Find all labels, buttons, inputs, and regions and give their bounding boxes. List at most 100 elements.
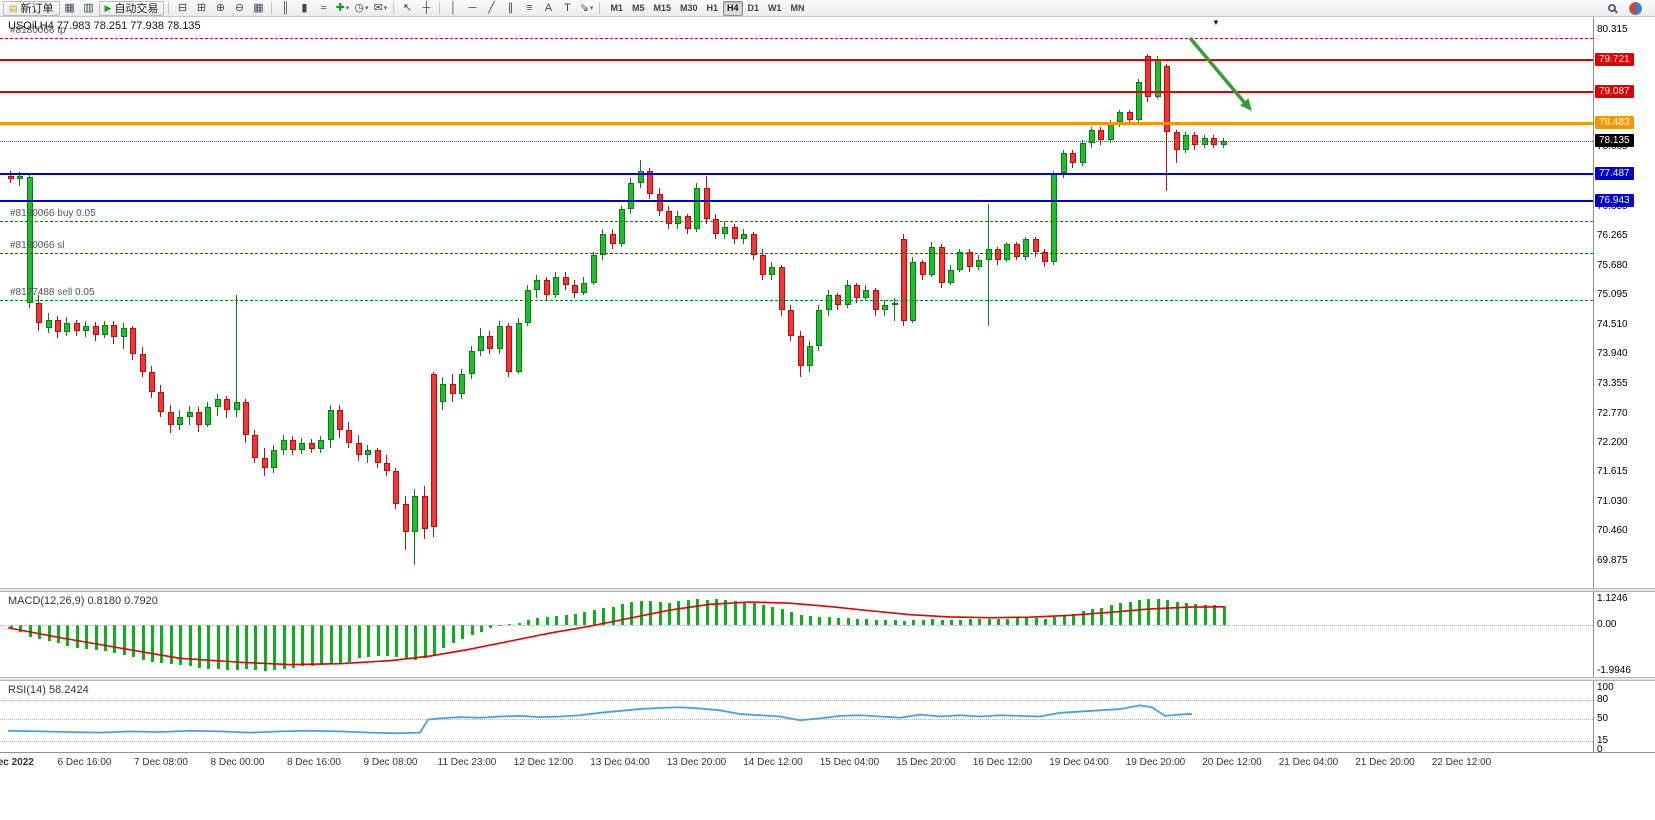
candle xyxy=(863,290,869,298)
timeframe-button-mn[interactable]: MN xyxy=(790,3,805,13)
order-level-line[interactable] xyxy=(0,38,1593,40)
macd-histogram-bar xyxy=(348,625,351,662)
candle xyxy=(638,170,644,184)
order-level-line[interactable] xyxy=(0,253,1593,255)
timeframe-button-d1[interactable]: D1 xyxy=(747,3,760,13)
time-axis-label: 6 Dec 2022 xyxy=(0,757,34,768)
time-axis-label: 13 Dec 20:00 xyxy=(666,757,727,768)
templates-icon[interactable]: ✉ ▾ xyxy=(373,1,388,14)
macd-histogram-bar xyxy=(1091,608,1094,625)
price-scale-label: 73.940 xyxy=(1597,348,1628,360)
candle xyxy=(46,319,52,329)
rsi-scale-label: 80 xyxy=(1597,694,1609,706)
horizontal-line[interactable] xyxy=(0,91,1593,94)
candle xyxy=(1042,252,1048,263)
macd-histogram-bar xyxy=(640,600,643,625)
horizontal-line[interactable] xyxy=(0,121,1593,125)
new-order-button[interactable]: ▤ 新订单 xyxy=(3,0,60,16)
cursor-icon[interactable]: ↖ xyxy=(402,1,413,14)
trendline-icon[interactable]: ╱ xyxy=(488,1,495,14)
macd-histogram-bar xyxy=(264,625,267,671)
line-price-label: 79.721 xyxy=(1595,53,1634,67)
tile-windows-icon[interactable]: ▦ xyxy=(253,1,264,14)
candle xyxy=(892,302,898,306)
candle xyxy=(525,290,531,324)
candle xyxy=(995,249,1001,260)
market-watch-icon[interactable]: ⊞ xyxy=(196,1,207,14)
dropdown-caret-icon[interactable]: ▾ xyxy=(345,4,350,12)
candle xyxy=(957,252,963,270)
profiles-icon[interactable]: ▥ xyxy=(83,1,94,14)
macd-panel-splitter[interactable] xyxy=(0,588,1655,592)
macd-histogram-bar xyxy=(800,614,803,625)
macd-histogram-bar xyxy=(461,625,464,639)
timeframe-button-m30[interactable]: M30 xyxy=(679,3,698,13)
timeframe-button-m15[interactable]: M15 xyxy=(653,3,671,13)
horizontal-line[interactable] xyxy=(0,59,1593,62)
time-axis-label: 20 Dec 12:00 xyxy=(1202,757,1262,768)
macd-histogram-bar xyxy=(311,625,314,667)
candle xyxy=(1136,81,1142,120)
line-price-label: 79.087 xyxy=(1595,85,1634,99)
price-chart-canvas[interactable]: #8180066 tp #8180066 buy 0.05 #8180066 sl #… xyxy=(0,17,1655,820)
zoom-out-icon[interactable]: ⊖ xyxy=(234,1,245,14)
data-window-icon[interactable]: ⊟ xyxy=(177,1,188,14)
crosshair-icon[interactable]: ┼ xyxy=(422,1,431,14)
macd-scale-label: -1.9946 xyxy=(1597,664,1631,676)
chart-shift-marker-icon[interactable]: ▼ xyxy=(1212,18,1220,27)
horizontal-line[interactable] xyxy=(0,200,1593,203)
timeframe-button-m5[interactable]: M5 xyxy=(631,3,645,13)
candle xyxy=(168,412,174,425)
macd-histogram-bar xyxy=(254,625,257,670)
macd-histogram-bar xyxy=(677,600,680,625)
candle xyxy=(64,323,70,332)
shapes-icon[interactable]: ⇘ ▾ xyxy=(579,1,594,14)
macd-histogram-bar xyxy=(480,625,483,632)
text-icon[interactable]: A xyxy=(544,1,553,14)
fibonacci-icon[interactable]: ≡ xyxy=(526,1,533,14)
periods-icon[interactable]: ◷ ▾ xyxy=(354,1,369,14)
time-axis-label: 8 Dec 16:00 xyxy=(287,757,341,768)
order-level-line[interactable] xyxy=(0,220,1593,222)
community-icon[interactable] xyxy=(1626,1,1644,16)
timeframe-button-h1[interactable]: H1 xyxy=(706,3,719,13)
macd-histogram-bar xyxy=(189,625,192,667)
candle xyxy=(412,496,418,532)
candle xyxy=(469,351,475,375)
vertical-line-icon[interactable]: │ xyxy=(450,1,457,14)
chart-type-line-icon[interactable]: ≈ xyxy=(320,1,327,14)
rsi-level-line xyxy=(0,700,1593,702)
order-level-line[interactable] xyxy=(0,299,1593,301)
price-scale-label: 71.615 xyxy=(1597,466,1628,478)
rsi-panel-splitter[interactable] xyxy=(0,677,1655,681)
macd-histogram-bar xyxy=(414,625,417,660)
candle xyxy=(563,277,569,286)
time-axis-label: 8 Dec 00:00 xyxy=(210,757,265,768)
timeframe-button-w1[interactable]: W1 xyxy=(768,3,782,13)
timeframe-button-h4[interactable]: H4 xyxy=(723,0,743,16)
zoom-in-icon[interactable]: ⊕ xyxy=(215,1,226,14)
dropdown-caret-icon[interactable]: ▾ xyxy=(364,4,369,12)
candle-wick xyxy=(894,297,895,321)
auto-trading-button[interactable]: ▶ 自动交易 xyxy=(98,0,165,16)
dropdown-caret-icon[interactable]: ▾ xyxy=(589,4,594,12)
dropdown-caret-icon[interactable]: ▾ xyxy=(383,4,388,12)
time-axis-label: 15 Dec 04:00 xyxy=(819,757,880,768)
timeframe-button-m1[interactable]: M1 xyxy=(610,3,623,13)
search-icon[interactable] xyxy=(1603,1,1621,16)
time-axis-label: 21 Dec 04:00 xyxy=(1278,757,1339,768)
text-label-icon[interactable]: T xyxy=(564,1,571,14)
chart-window-icon[interactable]: ▦ xyxy=(64,1,75,14)
macd-histogram-bar xyxy=(828,616,831,625)
candle xyxy=(1004,244,1010,260)
price-scale-label: 75.680 xyxy=(1597,259,1628,271)
add-indicator-icon[interactable]: ✚ ▾ xyxy=(335,1,350,14)
macd-scale-label: 0.00 xyxy=(1597,619,1617,630)
horizontal-line[interactable] xyxy=(0,172,1593,175)
chart-type-bars-icon[interactable]: ║ xyxy=(281,1,290,14)
macd-histogram-bar xyxy=(113,625,116,653)
candle xyxy=(83,325,89,331)
chart-type-candles-icon[interactable]: ▮ xyxy=(301,1,308,14)
channel-icon[interactable]: ∥ xyxy=(507,1,514,14)
horizontal-line-icon[interactable]: ─ xyxy=(468,1,477,14)
